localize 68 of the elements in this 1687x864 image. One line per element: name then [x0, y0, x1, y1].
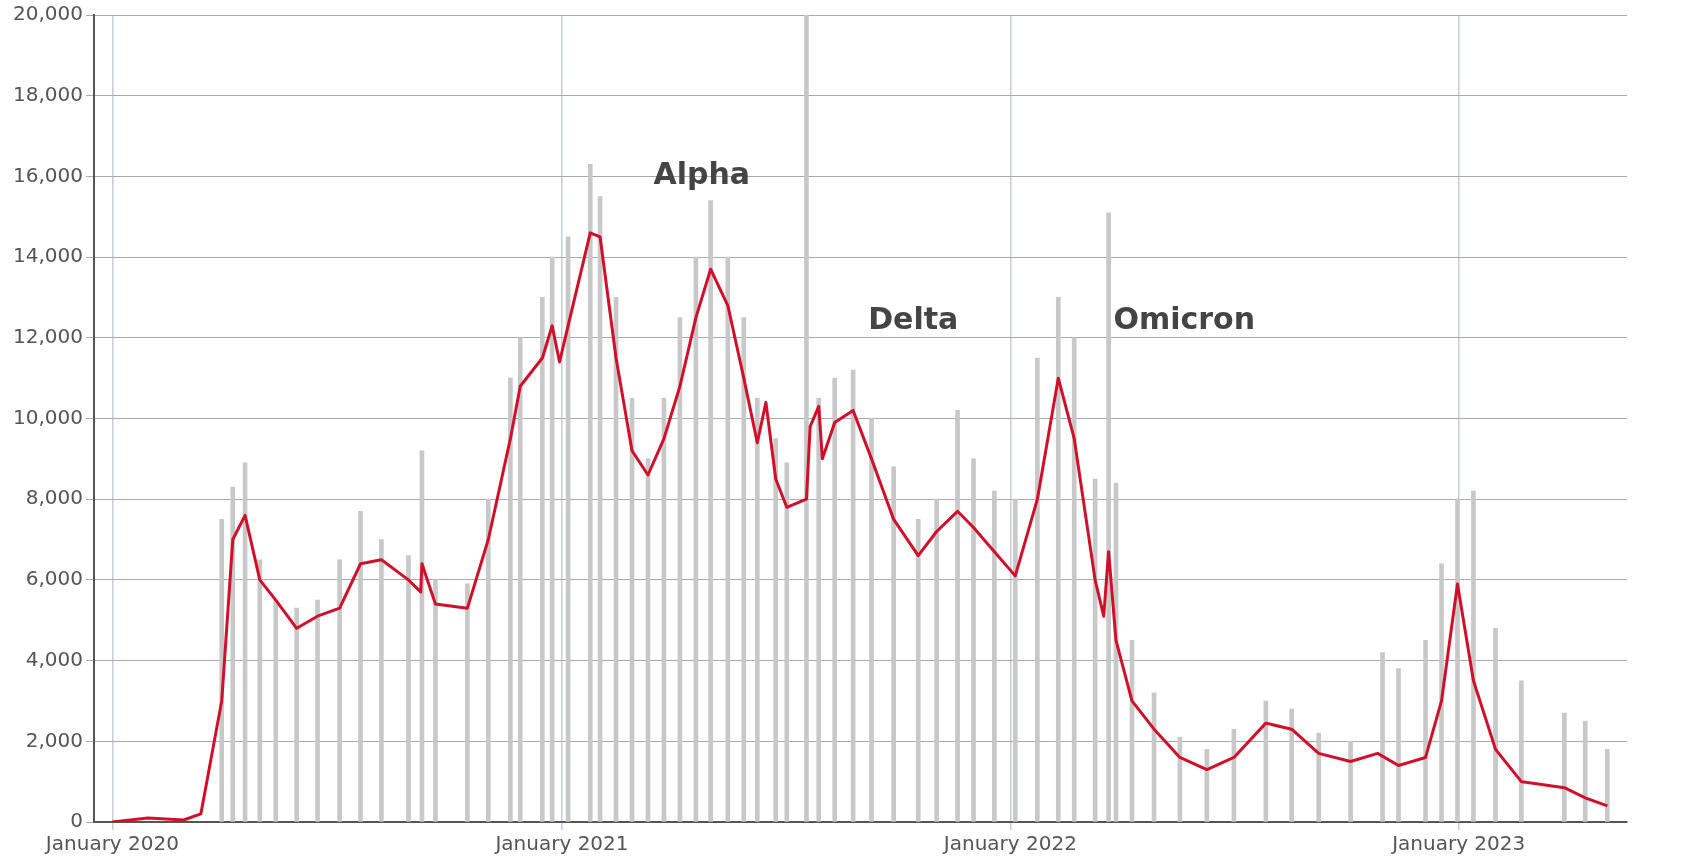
- y-tick-label: 8,000: [25, 485, 83, 510]
- bar: [1605, 749, 1610, 822]
- x-tick-label: January 2022: [941, 831, 1077, 856]
- bar: [992, 490, 997, 822]
- bar: [816, 398, 822, 822]
- annotation: Delta: [868, 301, 959, 337]
- x-tick-label: January 2021: [493, 831, 629, 856]
- bar: [540, 297, 545, 822]
- annotation: Omicron: [1113, 301, 1256, 337]
- bar: [508, 377, 513, 822]
- bar: [891, 466, 896, 822]
- bar: [708, 200, 713, 822]
- y-tick-label: 6,000: [25, 566, 83, 591]
- bar: [754, 398, 760, 822]
- annotation: Alpha: [653, 156, 751, 192]
- bar: [832, 377, 838, 822]
- bar: [804, 15, 809, 822]
- bar: [517, 337, 523, 822]
- bar: [433, 579, 438, 822]
- bar: [219, 519, 225, 822]
- bar: [1471, 490, 1476, 822]
- bar: [773, 438, 779, 822]
- bar: [1562, 712, 1567, 822]
- y-tick-label: 16,000: [13, 162, 83, 187]
- bar: [971, 458, 976, 822]
- bar: [784, 462, 790, 822]
- bar: [934, 498, 939, 822]
- bar: [1316, 732, 1322, 822]
- bar: [1423, 640, 1428, 822]
- x-tick-label: January 2020: [43, 831, 179, 856]
- bar: [1071, 337, 1077, 822]
- bar: [294, 607, 299, 822]
- bar: [587, 163, 593, 822]
- bar: [465, 583, 470, 822]
- bar: [1348, 740, 1353, 822]
- y-tick-label: 14,000: [13, 243, 83, 268]
- bar: [379, 539, 384, 822]
- y-tick-label: 0: [70, 808, 83, 833]
- bar: [485, 498, 491, 822]
- bar: [257, 559, 263, 822]
- bar: [273, 599, 279, 822]
- y-tick-label: 2,000: [25, 727, 83, 752]
- bar: [406, 555, 411, 822]
- bar: [1106, 212, 1111, 822]
- bar: [358, 510, 363, 822]
- y-tick-label: 18,000: [13, 81, 83, 106]
- bar: [1582, 720, 1588, 822]
- x-tick-label: January 2023: [1390, 831, 1526, 856]
- bar: [230, 486, 236, 822]
- bar: [315, 599, 320, 822]
- bar: [1289, 708, 1294, 822]
- bar: [1519, 680, 1524, 822]
- bar: [1396, 668, 1401, 822]
- bar: [1380, 652, 1385, 822]
- y-tick-label: 12,000: [13, 324, 83, 348]
- bar: [725, 256, 731, 822]
- bar: [915, 519, 921, 822]
- bar: [337, 559, 342, 822]
- y-tick-label: 4,000: [25, 646, 83, 671]
- bar: [955, 410, 960, 822]
- y-tick-label: 20,000: [13, 1, 83, 26]
- bar: [1493, 627, 1498, 822]
- bar: [1439, 563, 1444, 822]
- bar: [1035, 357, 1040, 822]
- bar: [869, 418, 874, 822]
- y-tick-label: 10,000: [13, 404, 83, 429]
- bar: [741, 317, 747, 822]
- bar: [1055, 297, 1061, 822]
